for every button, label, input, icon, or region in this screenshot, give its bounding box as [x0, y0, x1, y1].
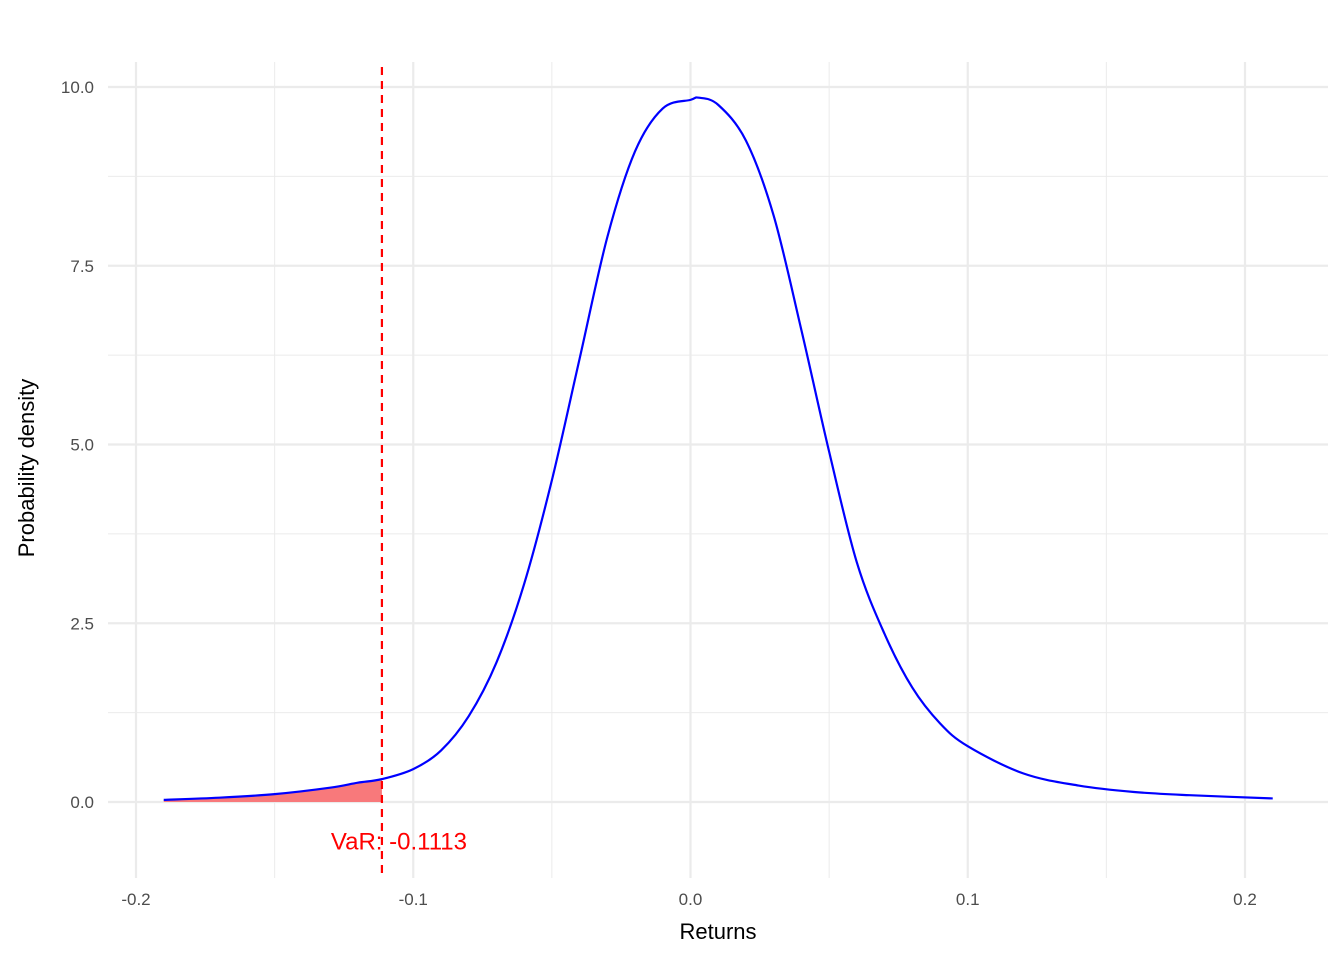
y-tick-label: 10.0	[61, 78, 94, 97]
y-tick-label: 5.0	[70, 436, 94, 455]
tail-area-layer	[163, 779, 382, 802]
x-axis-title: Returns	[679, 919, 756, 944]
x-tick-labels: -0.2 -0.1 0.0 0.1 0.2	[121, 890, 1256, 909]
grid-lines	[108, 62, 1328, 878]
y-tick-label: 7.5	[70, 257, 94, 276]
y-tick-label: 0.0	[70, 793, 94, 812]
y-axis-title: Probability density	[14, 379, 39, 558]
x-tick-label: 0.2	[1233, 890, 1257, 909]
var-annotation: VaR: -0.1113	[331, 828, 467, 855]
y-tick-labels: 0.0 2.5 5.0 7.5 10.0	[61, 78, 94, 812]
density-curve	[163, 96, 1273, 801]
x-tick-label: 0.0	[679, 890, 703, 909]
var-tail-area	[163, 779, 382, 802]
x-tick-label: -0.1	[399, 890, 428, 909]
density-curve-layer	[163, 96, 1273, 801]
y-tick-label: 2.5	[70, 614, 94, 633]
x-tick-label: -0.2	[121, 890, 150, 909]
x-tick-label: 0.1	[956, 890, 980, 909]
